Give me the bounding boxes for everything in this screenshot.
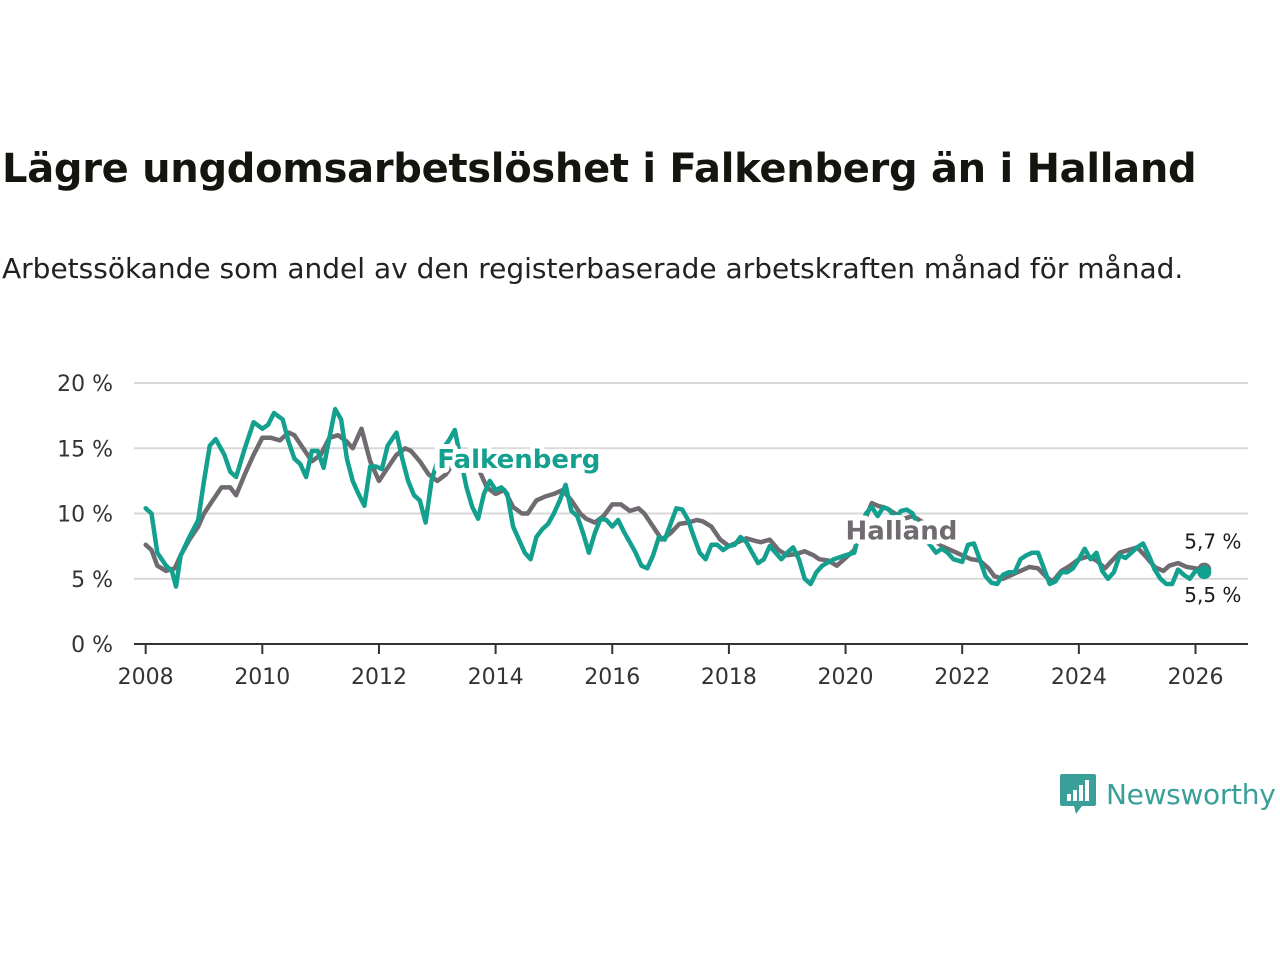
x-tick-label: 2022: [934, 665, 990, 690]
series-label-halland: Halland: [846, 517, 958, 547]
x-tick-label: 2012: [351, 665, 407, 690]
x-tick-label: 2024: [1051, 665, 1107, 690]
series-line-halland: [143, 426, 1207, 584]
x-tick-label: 2018: [701, 665, 757, 690]
end-value-label: 5,5 %: [1184, 583, 1241, 607]
newsworthy-logo-icon: [1060, 774, 1096, 814]
end-marker-falkenberg: [1197, 565, 1212, 580]
grid-lines: [134, 382, 1248, 580]
y-tick-label: 5 %: [71, 568, 113, 593]
chart-title: Lägre ungdomsarbetslöshet i Falkenberg ä…: [2, 146, 1197, 192]
y-tick-label: 0 %: [71, 633, 113, 658]
brand-name: Newsworthy: [1106, 777, 1276, 811]
x-tick-label: 2014: [468, 665, 524, 690]
y-tick-label: 20 %: [57, 372, 113, 397]
x-tick-label: 2008: [118, 665, 174, 690]
x-axis: 2008 2010 2012 2014 2016 2018 2020 2022 2024 2026: [118, 643, 1248, 690]
y-tick-label: 15 %: [57, 437, 113, 462]
series-line-falkenberg: [143, 406, 1207, 589]
annotations: 5,7 % 5,5 % Falkenberg Halland: [432, 440, 1243, 609]
x-tick-label: 2010: [234, 665, 290, 690]
chart-subtitle: Arbetssökande som andel av den registerb…: [2, 252, 1184, 285]
x-tick-label: 2020: [818, 665, 874, 690]
end-value-label: 5,7 %: [1184, 530, 1241, 554]
series-label-falkenberg: Falkenberg: [437, 445, 600, 475]
series-lines: [143, 406, 1212, 589]
y-tick-label: 10 %: [57, 503, 113, 528]
x-tick-label: 2016: [584, 665, 640, 690]
line-chart: 0 %5 %10 %15 %20 % 2008 2010 2012 2014 2016 2…: [57, 372, 1248, 690]
brand-logo: Newsworthy: [1058, 772, 1276, 816]
y-axis: 0 % 5 % 10 % 15 % 20 %: [57, 372, 113, 658]
x-tick-label: 2026: [1168, 665, 1224, 690]
